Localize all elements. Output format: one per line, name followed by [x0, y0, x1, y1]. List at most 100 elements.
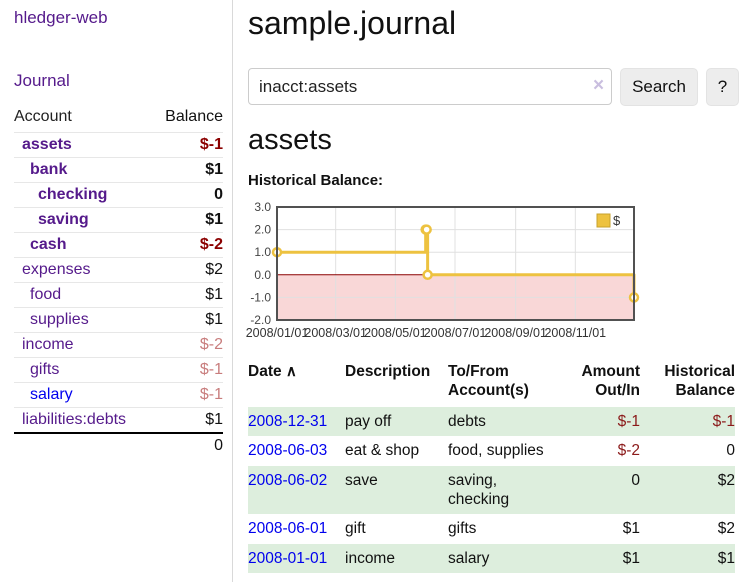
account-row: cash $-2: [14, 232, 223, 257]
page-title: sample.journal: [248, 5, 457, 41]
transaction-amount: 0: [631, 471, 640, 489]
transaction-amount: $-2: [617, 442, 640, 460]
account-row: checking 0: [14, 182, 223, 207]
account-balance: $1: [205, 311, 223, 328]
account-row: food $1: [14, 282, 223, 307]
sidebar-account-gifts[interactable]: gifts: [30, 361, 60, 378]
svg-text:2.0: 2.0: [254, 223, 271, 237]
account-balance: 0: [214, 186, 223, 203]
transaction-date-link[interactable]: 2008-12-31: [248, 412, 328, 430]
accounts-tree: Account Balance assets $-1 bank $1 check…: [14, 103, 223, 458]
svg-text:-2.0: -2.0: [250, 313, 271, 327]
account-row: bank $1: [14, 157, 223, 182]
transaction-description: gift: [345, 520, 366, 538]
sidebar-account-bank[interactable]: bank: [30, 161, 68, 178]
register-row: 2008-06-02 save saving, checking 0 $2: [248, 465, 735, 515]
app-title-link[interactable]: hledger-web: [14, 8, 108, 27]
transaction-accounts: saving, checking: [448, 471, 510, 508]
svg-text:0.0: 0.0: [254, 268, 271, 282]
column-header-balance: Historical Balance: [664, 363, 735, 400]
historical-balance-chart: $3.0 2.0 1.0 0.0 -1.0 -2.0 2008/01/01 2008/03/0…: [246, 200, 728, 353]
transaction-date-link[interactable]: 2008-06-02: [248, 471, 328, 489]
transaction-date-link[interactable]: 2008-01-01: [248, 549, 328, 567]
transaction-amount: $1: [622, 520, 640, 538]
register-table: Date ∧ Description To/From Account(s) Am…: [248, 358, 735, 573]
transaction-balance: 0: [726, 442, 735, 460]
account-row: supplies $1: [14, 307, 223, 332]
transaction-date-link[interactable]: 2008-06-03: [248, 442, 328, 460]
account-row: liabilities:debts $1: [14, 407, 223, 432]
sidebar-account-income[interactable]: income: [22, 336, 74, 353]
account-row: saving $1: [14, 207, 223, 232]
account-row: expenses $2: [14, 257, 223, 282]
search-button[interactable]: Search: [620, 68, 698, 106]
column-header-accounts: To/From Account(s): [448, 363, 529, 400]
transaction-description: pay off: [345, 412, 392, 430]
account-page-title: assets: [248, 124, 332, 156]
transaction-accounts: debts: [448, 412, 486, 430]
transaction-description: eat & shop: [345, 442, 420, 460]
account-balance: $-1: [199, 386, 223, 403]
transaction-balance: $-1: [712, 412, 735, 430]
sidebar-account-cash[interactable]: cash: [30, 236, 67, 253]
register-row: 2008-06-01 gift gifts $1 $2: [248, 514, 735, 543]
transaction-description: income: [345, 549, 395, 567]
sort-ascending-icon: ∧: [285, 363, 297, 380]
accounts-header-account: Account: [14, 108, 72, 125]
svg-text:1.0: 1.0: [254, 245, 271, 259]
transaction-balance: $1: [717, 549, 735, 567]
sidebar-account-checking[interactable]: checking: [38, 186, 108, 203]
chart-label: Historical Balance:: [248, 172, 384, 189]
accounts-header: Account Balance: [14, 103, 223, 132]
register-row: 2008-06-03 eat & shop food, supplies $-2…: [248, 436, 735, 465]
transaction-amount: $1: [622, 549, 640, 567]
transaction-accounts: gifts: [448, 520, 477, 538]
sidebar-account-saving[interactable]: saving: [38, 211, 89, 228]
svg-text:2008/07/01: 2008/07/01: [424, 326, 487, 340]
svg-text:-1.0: -1.0: [250, 290, 271, 304]
register-header-row: Date ∧ Description To/From Account(s) Am…: [248, 358, 735, 407]
svg-text:2008/03/01: 2008/03/01: [304, 326, 367, 340]
sidebar-account-assets[interactable]: assets: [22, 136, 72, 153]
account-balance: $-1: [199, 136, 223, 153]
column-header-amount: Amount Out/In: [581, 363, 640, 400]
sidebar-account-expenses[interactable]: expenses: [22, 261, 91, 278]
clear-search-icon[interactable]: ×: [593, 75, 605, 96]
svg-text:2008/11/01: 2008/11/01: [544, 326, 606, 340]
transaction-accounts: salary: [448, 549, 490, 567]
account-row: gifts $-1: [14, 357, 223, 382]
sidebar-account-salary[interactable]: salary: [30, 386, 73, 403]
account-balance: $1: [205, 411, 223, 428]
account-balance: $-2: [199, 336, 223, 353]
account-row: assets $-1: [14, 132, 223, 157]
transaction-date-link[interactable]: 2008-06-01: [248, 520, 328, 538]
account-balance: $2: [205, 261, 223, 278]
transaction-balance: $2: [717, 471, 735, 489]
sidebar-account-supplies[interactable]: supplies: [30, 311, 89, 328]
column-header-date[interactable]: Date ∧: [248, 363, 297, 380]
sidebar: hledger-web Journal Account Balance asse…: [0, 0, 233, 582]
register-row: 2008-01-01 income salary $1 $1: [248, 543, 735, 573]
sidebar-account-liabilities-debts[interactable]: liabilities:debts: [22, 411, 127, 428]
transaction-description: save: [345, 471, 378, 489]
sidebar-item-journal[interactable]: Journal: [14, 71, 70, 90]
svg-text:3.0: 3.0: [254, 200, 271, 214]
svg-text:2008/09/01: 2008/09/01: [484, 326, 547, 340]
search-input[interactable]: [248, 68, 612, 105]
svg-text:$: $: [613, 213, 621, 228]
account-balance: $1: [205, 211, 223, 228]
accounts-total-value: 0: [214, 437, 223, 454]
account-row: salary $-1: [14, 382, 223, 407]
account-balance: $1: [205, 286, 223, 303]
account-balance: $-1: [199, 361, 223, 378]
transaction-amount: $-1: [617, 412, 640, 430]
sidebar-account-food[interactable]: food: [30, 286, 62, 303]
help-button[interactable]: ?: [706, 68, 739, 106]
accounts-total-row: 0: [14, 432, 223, 458]
register-row: 2008-12-31 pay off debts $-1 $-1: [248, 406, 735, 437]
transaction-accounts: food, supplies: [448, 442, 544, 460]
transaction-balance: $2: [717, 520, 735, 538]
accounts-header-balance: Balance: [165, 108, 223, 125]
svg-text:2008/05/01: 2008/05/01: [364, 326, 427, 340]
